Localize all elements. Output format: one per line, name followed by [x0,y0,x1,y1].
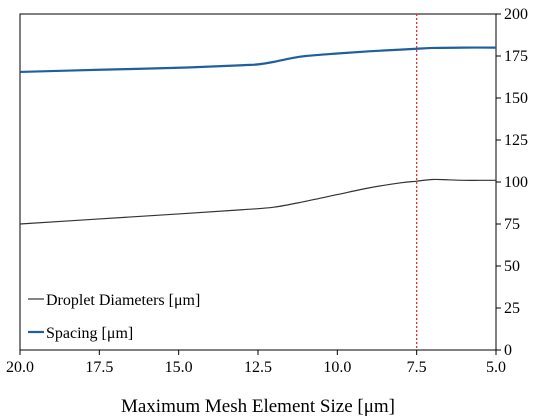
x-tick-label: 7.5 [407,359,427,376]
x-tick-label: 20.0 [6,359,34,376]
series-layer [19,46,497,225]
legend-label: Droplet Diameters [μm] [46,292,200,309]
legend: Droplet Diameters [μm] Spacing [μm] [28,292,200,342]
x-tick-label: 10.0 [323,359,351,376]
y-tick-label: 25 [504,300,520,317]
series-line [19,178,496,225]
x-tick-label: 15.0 [165,359,193,376]
y-tick-label: 175 [504,48,528,65]
y-tick-label: 125 [504,132,528,149]
y-tick-label: 150 [504,90,528,107]
legend-label: Spacing [μm] [46,325,133,342]
x-axis-title: Maximum Mesh Element Size [μm] [121,396,395,417]
series-line [19,46,497,74]
x-tick-label: 17.5 [85,359,113,376]
y-tick-label: 50 [504,258,520,275]
x-axis: 20.0 17.5 15.0 12.5 10.0 7.5 5.0 [6,350,506,376]
y-tick-label: 100 [504,174,528,191]
y-axis: 0 25 50 75 100 125 150 175 200 [496,6,528,359]
x-tick-label: 12.5 [244,359,272,376]
x-tick-label: 5.0 [486,359,506,376]
y-tick-label: 75 [504,216,520,233]
y-tick-label: 200 [504,6,528,23]
y-tick-label: 0 [504,342,512,359]
